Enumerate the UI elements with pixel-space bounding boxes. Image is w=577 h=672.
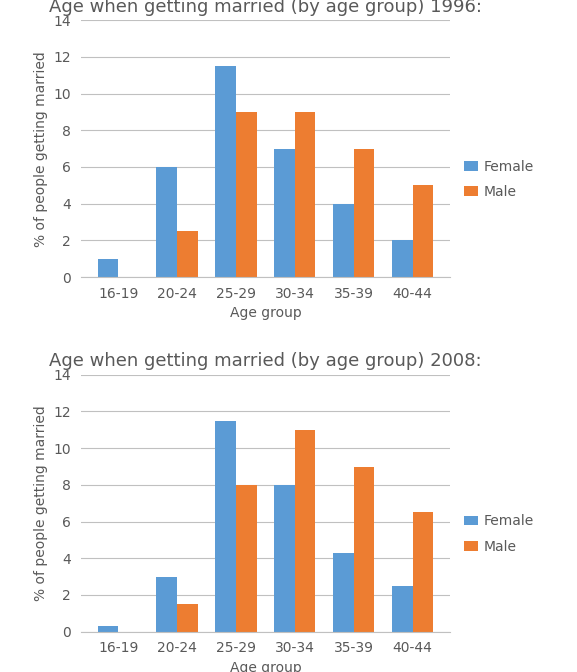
Legend: Female, Male: Female, Male — [464, 515, 534, 554]
Bar — [177, 231, 198, 277]
Bar — [215, 421, 236, 632]
Bar — [333, 204, 354, 277]
Bar — [354, 466, 374, 632]
Bar — [354, 149, 374, 277]
Bar — [236, 485, 257, 632]
Bar — [413, 185, 433, 277]
Legend: Female, Male: Female, Male — [464, 160, 534, 199]
Bar — [333, 553, 354, 632]
Bar — [295, 430, 316, 632]
Bar — [98, 626, 118, 632]
Bar — [156, 577, 177, 632]
Bar — [413, 512, 433, 632]
Bar — [274, 149, 295, 277]
Bar — [156, 167, 177, 277]
Y-axis label: % of people getting married: % of people getting married — [34, 51, 48, 247]
Bar — [295, 112, 316, 277]
Bar — [98, 259, 118, 277]
Title: Age when getting married (by age group) 1996:: Age when getting married (by age group) … — [49, 0, 482, 16]
X-axis label: Age group: Age group — [230, 661, 301, 672]
X-axis label: Age group: Age group — [230, 306, 301, 321]
Y-axis label: % of people getting married: % of people getting married — [34, 405, 48, 601]
Bar — [177, 604, 198, 632]
Bar — [236, 112, 257, 277]
Bar — [392, 586, 413, 632]
Title: Age when getting married (by age group) 2008:: Age when getting married (by age group) … — [49, 352, 482, 370]
Bar — [274, 485, 295, 632]
Bar — [392, 241, 413, 277]
Bar — [215, 66, 236, 277]
